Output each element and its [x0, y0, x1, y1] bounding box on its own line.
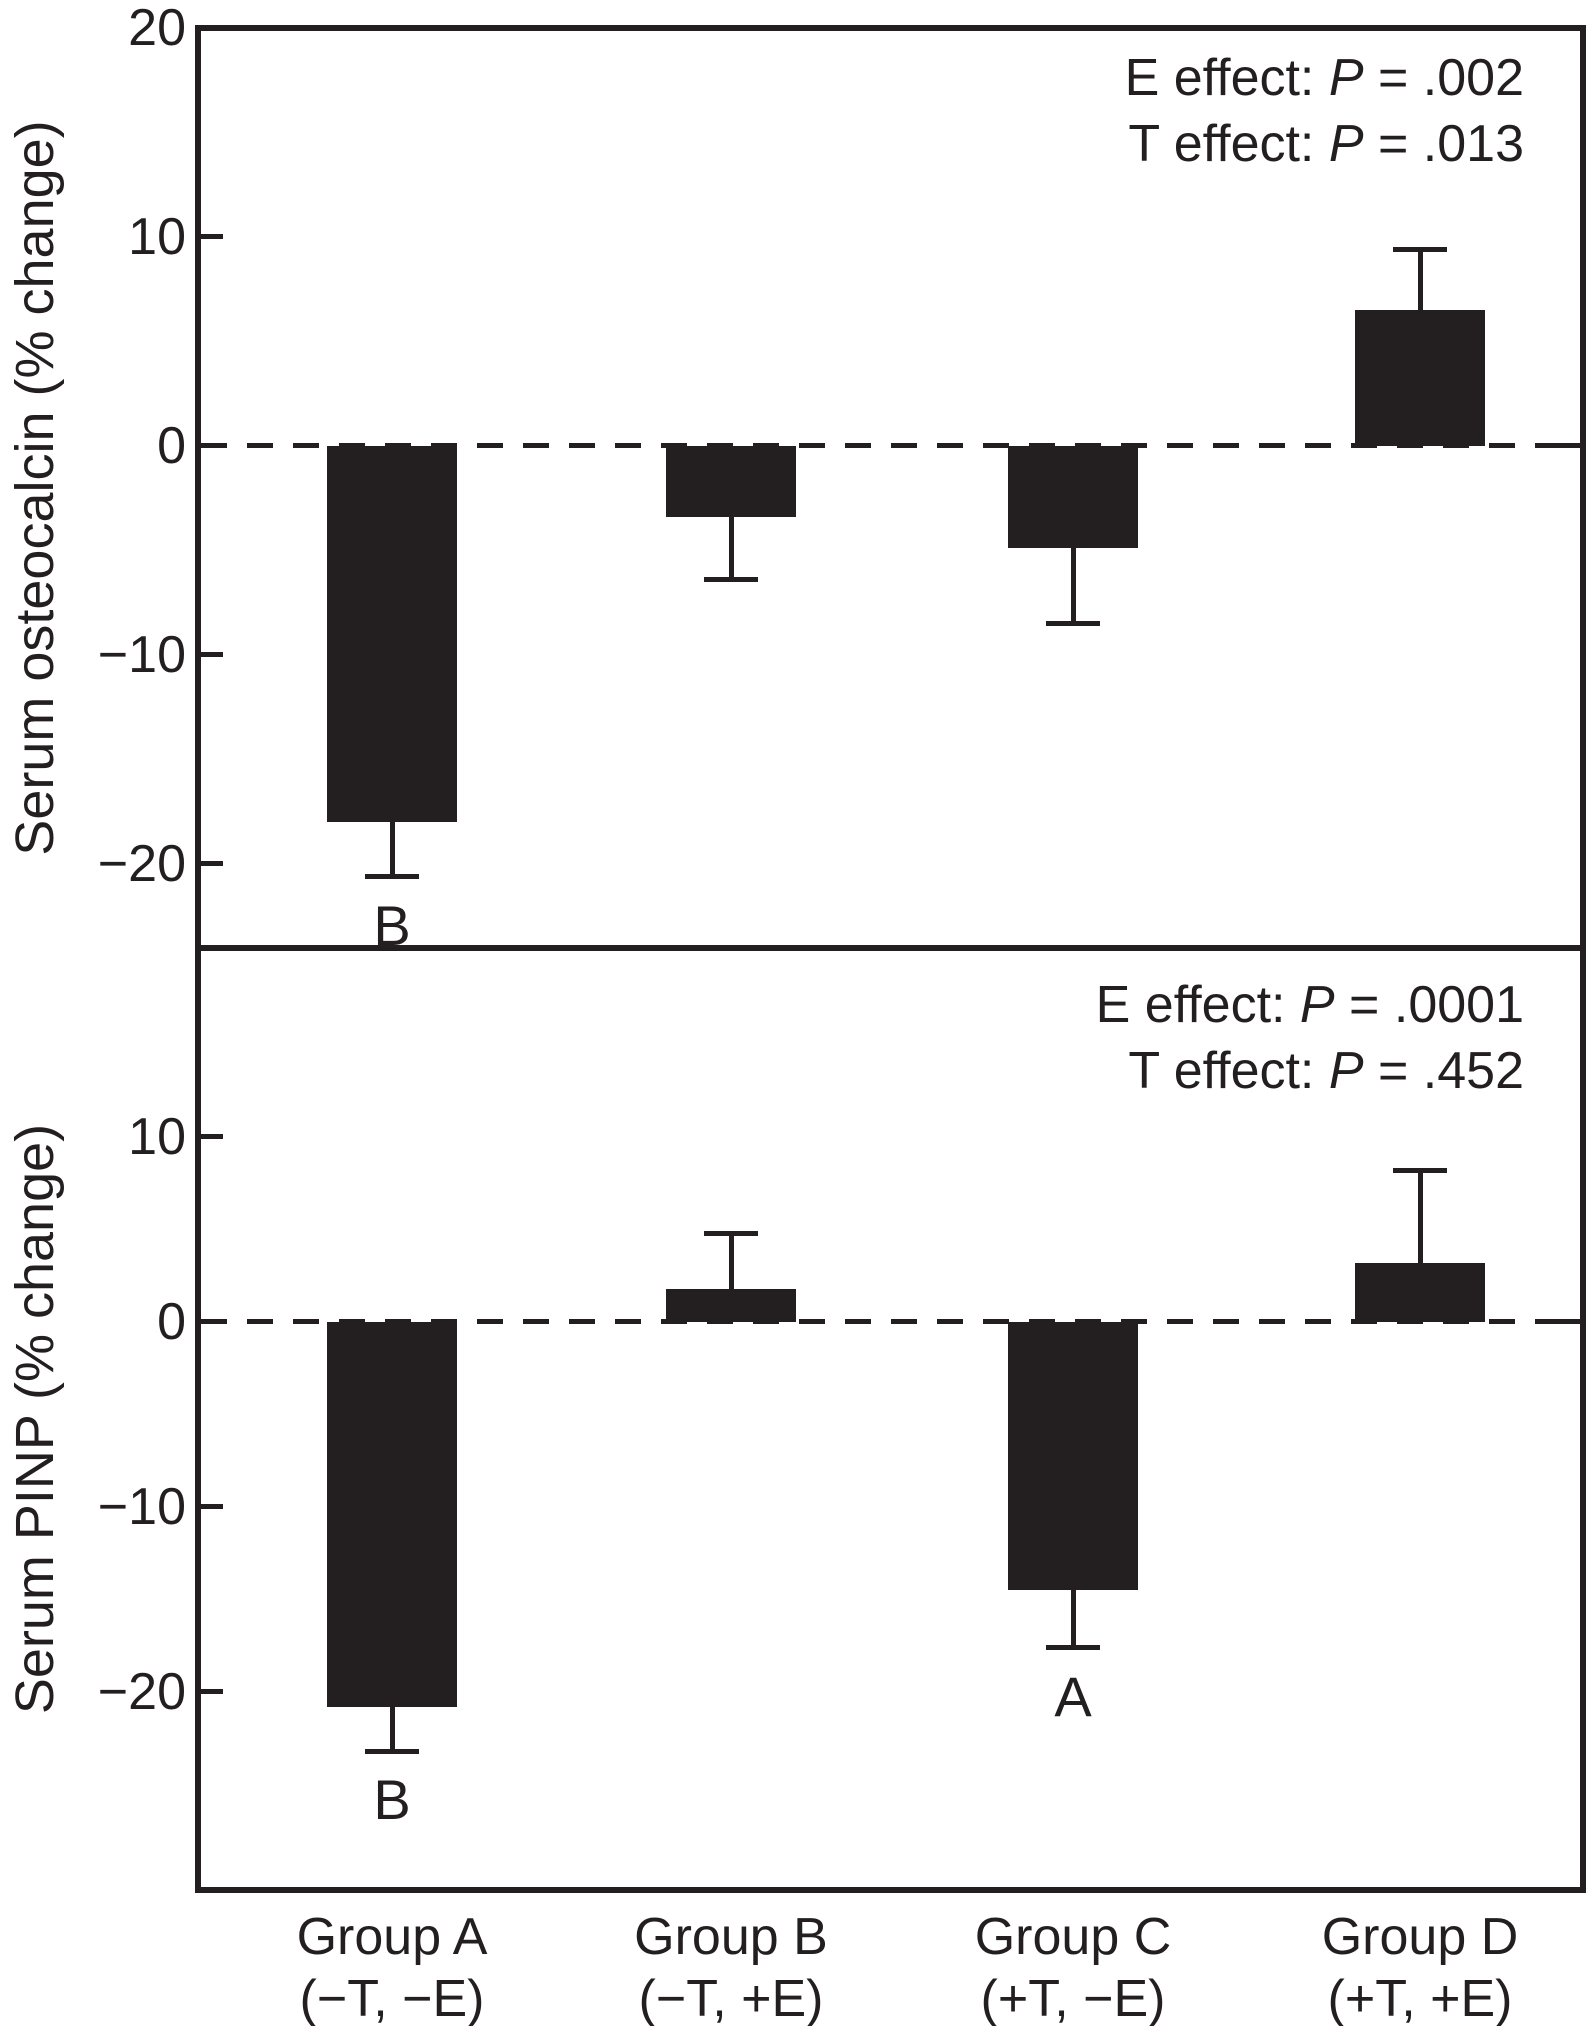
y-tick-label-top-20: 20	[128, 0, 186, 57]
error-cap-top-group-c	[1046, 621, 1100, 627]
error-cap-top-group-a	[365, 874, 419, 880]
annotation-line: E effect: P = .0001	[1095, 976, 1524, 1034]
group-label-b: Group B (−T, +E)	[561, 1906, 901, 2026]
error-cap-bottom-group-b	[704, 1230, 758, 1236]
y-tick-label-bottom-0: 0	[157, 1293, 186, 1351]
y-tick-top-0	[201, 443, 223, 448]
bar-top-group-b	[666, 446, 796, 518]
y-tick-label-bottom-10: 10	[128, 1108, 186, 1166]
y-tick-label-top-10: 10	[128, 208, 186, 266]
y-tick-label-top--10: −10	[97, 626, 186, 684]
y-tick-label-bottom--20: −20	[97, 1663, 186, 1721]
bar-bottom-group-a	[327, 1322, 457, 1707]
error-bar-top-group-a	[389, 822, 395, 877]
y-tick-top--20	[201, 861, 223, 866]
group-name: Group B	[634, 1908, 828, 1966]
stats-annotation-top: E effect: P = .002 T effect: P = .013	[1125, 45, 1524, 177]
error-bar-bottom-group-c	[1070, 1590, 1076, 1648]
group-label-a: Group A (−T, −E)	[222, 1906, 562, 2026]
error-bar-bottom-group-a	[389, 1706, 395, 1752]
y-tick-bottom-10	[201, 1134, 223, 1139]
sig-label-top-group-a: B	[373, 893, 411, 957]
error-bar-bottom-group-d	[1417, 1170, 1423, 1263]
group-name: Group A	[296, 1908, 488, 1966]
sig-label-bottom-group-c: A	[1054, 1664, 1092, 1728]
y-tick-bottom--10	[201, 1504, 223, 1509]
error-cap-bottom-group-c	[1046, 1645, 1100, 1651]
annotation-line: E effect: P = .002	[1124, 49, 1524, 107]
y-tick-label-top-0: 0	[157, 417, 186, 475]
y-tick-label-bottom--10: −10	[97, 1478, 186, 1536]
group-condition: (−T, −E)	[299, 1970, 485, 2026]
panel-divider	[195, 945, 1586, 951]
zero-line-bottom	[201, 1319, 1578, 1324]
error-bar-top-group-d	[1417, 249, 1423, 311]
y-tick-bottom--20	[201, 1689, 223, 1694]
stats-annotation-bottom: E effect: P = .0001 T effect: P = .452	[1096, 972, 1524, 1104]
right-axis-tick-bottom	[1558, 1319, 1580, 1324]
y-tick-label-top--20: −20	[97, 835, 186, 893]
group-condition: (+T, +E)	[1327, 1970, 1513, 2026]
annotation-line: T effect: P = .013	[1128, 115, 1524, 173]
error-cap-top-group-d	[1393, 247, 1447, 253]
bar-top-group-c	[1008, 446, 1138, 549]
group-label-d: Group D (+T, +E)	[1250, 1906, 1586, 2026]
group-condition: (−T, +E)	[638, 1970, 824, 2026]
error-bar-top-group-c	[1070, 548, 1076, 624]
group-condition: (+T, −E)	[980, 1970, 1166, 2026]
zero-line-top	[201, 443, 1578, 448]
y-tick-top-10	[201, 234, 223, 239]
bar-top-group-d	[1355, 310, 1485, 446]
error-cap-bottom-group-a	[365, 1748, 419, 1754]
group-label-c: Group C (+T, −E)	[903, 1906, 1243, 2026]
bar-bottom-group-c	[1008, 1322, 1138, 1591]
bar-top-group-a	[327, 446, 457, 823]
y-tick-bottom-0	[201, 1319, 223, 1324]
right-axis-tick-top	[1558, 443, 1580, 448]
sig-label-bottom-group-a: B	[373, 1768, 411, 1832]
error-bar-top-group-b	[728, 517, 734, 580]
group-name: Group D	[1321, 1908, 1519, 1966]
error-cap-top-group-b	[704, 577, 758, 583]
bar-bottom-group-b	[666, 1288, 796, 1322]
plot-border	[195, 25, 1586, 1893]
bar-bottom-group-d	[1355, 1262, 1485, 1322]
annotation-line: T effect: P = .452	[1128, 1042, 1524, 1100]
x-axis-labels: Group A (−T, −E) Group B (−T, +E) Group C (+T…	[0, 1906, 1586, 2026]
y-tick-top--10	[201, 652, 223, 657]
group-name: Group C	[974, 1908, 1172, 1966]
error-cap-bottom-group-d	[1393, 1167, 1447, 1173]
error-bar-bottom-group-b	[728, 1233, 734, 1289]
